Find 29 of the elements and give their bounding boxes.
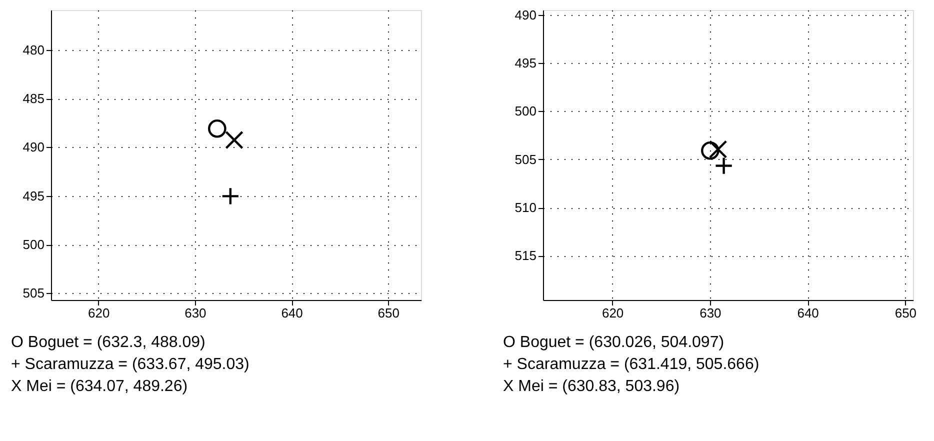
x-tick-label: 650 (378, 306, 400, 320)
text: X Mei = (630.83, 503.96) (503, 378, 680, 395)
y-tick-label: 490 (22, 140, 44, 155)
point (714, 156, 733, 175)
point (701, 141, 720, 160)
x-tick-label: 640 (281, 306, 303, 320)
y-tick-label: 505 (514, 152, 536, 167)
y-tick-label: 480 (22, 42, 44, 58)
y-tick-label: 510 (514, 200, 536, 216)
point (708, 140, 728, 158)
y-tick-label: 485 (22, 91, 44, 106)
x-tick-label: 620 (88, 306, 110, 320)
y-tick-label: 505 (22, 286, 44, 301)
y-tick-label: 495 (22, 188, 44, 204)
x-tick-label: 630 (184, 306, 206, 320)
x-tick-label: 640 (797, 306, 819, 320)
x-tick-label: 620 (602, 306, 624, 320)
text: + Scaramuzza = (631.419, 505.666) (503, 356, 760, 373)
y-tick-label: 515 (514, 248, 536, 264)
y-tick-label: 490 (514, 7, 536, 22)
y-tick-label: 500 (514, 104, 536, 119)
y-tick-label: 495 (514, 55, 536, 70)
text: O Boguet = (632.3, 488.09) (11, 334, 206, 351)
text: X Mei = (634.07, 489.26) (11, 378, 188, 395)
text: + Scaramuzza = (633.67, 495.03) (11, 356, 250, 373)
x-tick-label: 630 (700, 306, 722, 320)
y-tick-label: 500 (22, 237, 44, 252)
text: O Boguet = (630.026, 504.097) (503, 334, 724, 351)
x-tick-label: 650 (894, 306, 917, 320)
